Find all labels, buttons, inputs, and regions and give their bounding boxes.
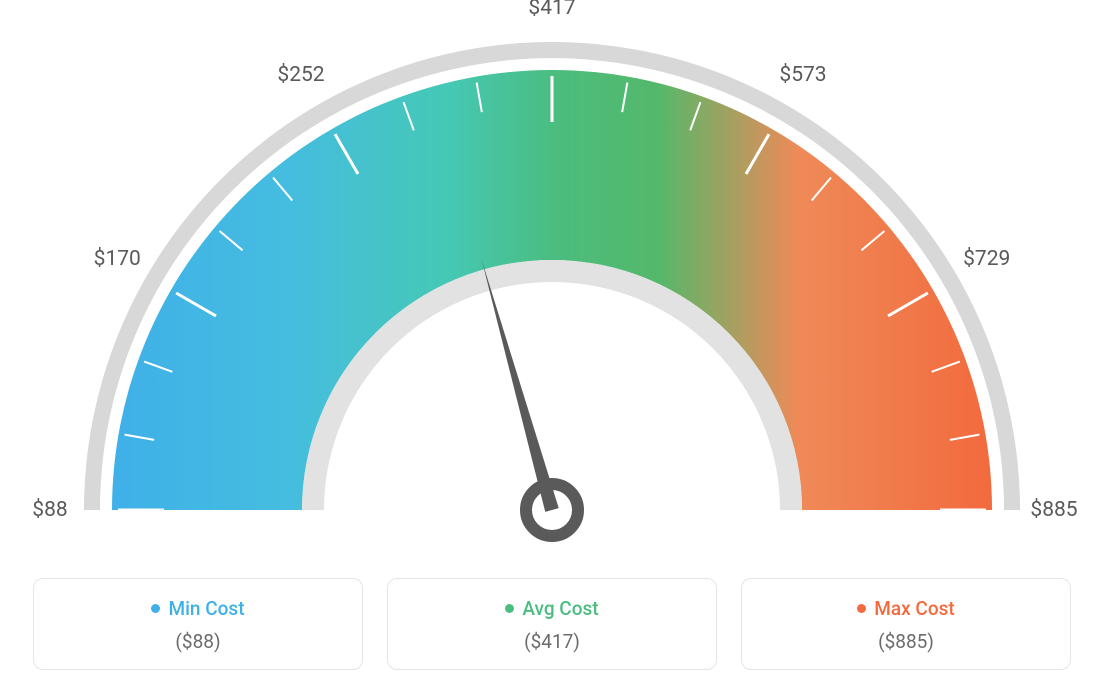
legend-label: Avg Cost [522, 597, 598, 620]
legend-card-min: Min Cost ($88) [33, 578, 363, 670]
scale-label: $88 [32, 498, 67, 522]
scale-label: $885 [1030, 498, 1077, 522]
dot-icon [505, 604, 514, 613]
legend-value: ($417) [398, 630, 706, 653]
legend-value: ($88) [44, 630, 352, 653]
dot-icon [151, 604, 160, 613]
scale-label: $417 [528, 0, 575, 20]
cost-gauge: $88 $170 $252 $417 $573 $729 $885 [0, 0, 1104, 560]
legend-label: Max Cost [874, 597, 954, 620]
scale-label: $729 [963, 247, 1010, 271]
legend-card-max: Max Cost ($885) [741, 578, 1071, 670]
legend-value: ($885) [752, 630, 1060, 653]
legend-card-avg: Avg Cost ($417) [387, 578, 717, 670]
legend-title-avg: Avg Cost [505, 597, 598, 620]
dot-icon [857, 604, 866, 613]
gauge-needle [482, 260, 559, 512]
gauge-arc [112, 70, 992, 510]
scale-label: $170 [94, 247, 141, 271]
gauge-svg [0, 0, 1104, 560]
scale-label: $573 [779, 63, 826, 87]
scale-label: $252 [277, 63, 324, 87]
legend-label: Min Cost [168, 597, 244, 620]
legend-title-max: Max Cost [857, 597, 954, 620]
legend-row: Min Cost ($88) Avg Cost ($417) Max Cost … [0, 578, 1104, 670]
legend-title-min: Min Cost [151, 597, 244, 620]
